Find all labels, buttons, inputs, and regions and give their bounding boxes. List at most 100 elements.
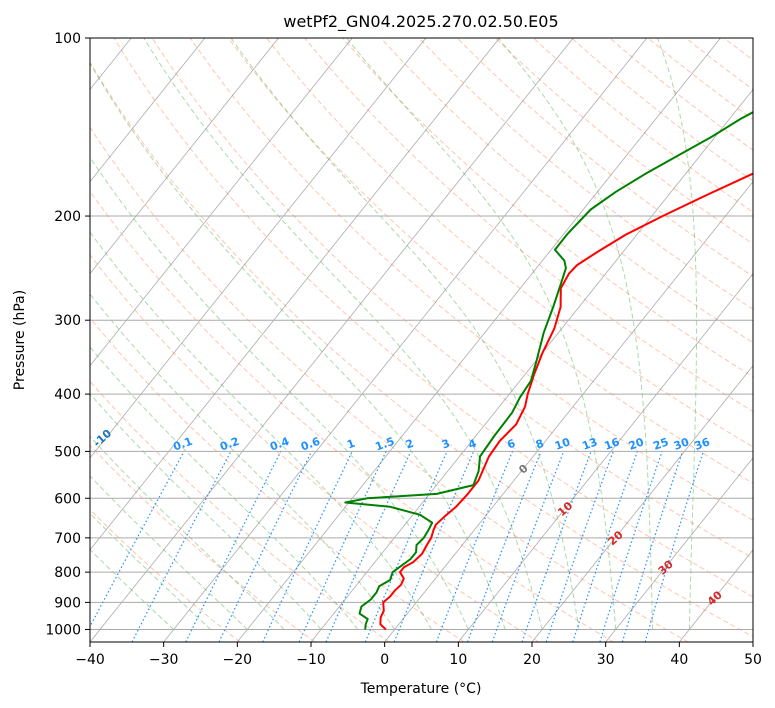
y-tick-label: 800 <box>54 565 81 581</box>
dry-adiabat <box>418 38 753 310</box>
mixing-ratio-line <box>90 451 185 628</box>
mixing-ratio-label: 4 <box>467 437 479 452</box>
moist-adiabat <box>143 38 543 630</box>
moist-adiabat <box>90 475 248 630</box>
isotherm-line <box>679 549 753 642</box>
y-tick-label: 700 <box>54 531 81 547</box>
mixing-ratio-label: 10 <box>553 435 572 453</box>
moist-adiabat <box>497 38 653 630</box>
dewpoint-profile-line <box>344 111 753 630</box>
isotherm-line <box>605 457 753 642</box>
dry-adiabat <box>90 380 390 642</box>
isotherm-label: 20 <box>606 528 626 548</box>
x-tick-label: 0 <box>380 652 389 668</box>
dry-adiabat-label: -20 <box>17 410 41 433</box>
mixing-ratio-label: 3 <box>440 437 452 452</box>
x-tick-label: 50 <box>744 652 762 668</box>
moist-adiabat <box>90 393 322 630</box>
mixing-ratio-line <box>572 451 638 642</box>
y-tick-label: 400 <box>54 387 81 403</box>
isotherm-line <box>163 38 648 642</box>
dry-adiabat <box>494 38 753 245</box>
axes: −40 −30 −20 −10 0 10 20 30 40 50 1000 900 800 700 600 5… <box>45 31 762 668</box>
y-tick-label: 200 <box>54 209 81 225</box>
isotherm-line <box>384 180 753 642</box>
moist-adiabat <box>346 38 617 630</box>
dry-adiabat <box>609 38 753 151</box>
moist-adiabat <box>90 293 396 630</box>
dry-adiabat <box>380 38 753 344</box>
mixing-ratio-label: 1.5 <box>373 435 396 454</box>
isotherm-line <box>0 38 58 642</box>
mixing-ratio-label: 20 <box>627 435 646 453</box>
isotherm-line <box>90 38 500 551</box>
dry-adiabat <box>189 38 753 521</box>
dry-adiabat <box>113 38 753 598</box>
mixing-ratio-label: 0.4 <box>268 435 291 454</box>
isotherm-label: 40 <box>705 588 725 608</box>
x-tick-label: −40 <box>75 652 105 668</box>
mixing-ratio-line <box>521 451 592 642</box>
mixing-ratio-line <box>364 451 448 642</box>
dry-adiabat <box>762 38 775 642</box>
mixing-ratio-line <box>466 451 542 642</box>
x-tick-label: 20 <box>523 652 541 668</box>
mixing-ratio-line <box>644 451 704 642</box>
isotherm-line <box>310 88 753 642</box>
isotherm-line <box>90 38 353 367</box>
mixing-ratio-line <box>621 451 684 642</box>
mixing-ratio-line <box>131 451 232 642</box>
isotherm-line <box>90 38 574 642</box>
background-lines <box>0 38 775 642</box>
mixing-ratio-label: 30 <box>672 435 691 453</box>
x-tick-label: −30 <box>149 652 179 668</box>
dry-adiabat <box>647 38 753 121</box>
dry-adiabat <box>342 38 753 378</box>
plot-frame <box>89 37 754 643</box>
y-tick-label: 600 <box>54 491 81 507</box>
mixing-ratio-label: 0.6 <box>299 435 322 454</box>
isotherm-line <box>531 365 753 642</box>
mixing-ratio-label: 13 <box>580 435 599 452</box>
mixing-ratio-label: 25 <box>651 435 670 452</box>
isotherm-line <box>458 273 753 642</box>
mixing-ratio-line <box>393 451 475 642</box>
x-tick-label: 10 <box>449 652 467 668</box>
line-labels: 0.10.20.40.611.52346810131620253036-100-… <box>17 410 725 609</box>
mixing-ratio-label: 0.2 <box>218 435 241 454</box>
isotherm-line <box>90 38 206 183</box>
mixing-ratio-line <box>491 451 565 642</box>
chart-title: wetPf2_GN04.2025.270.02.50.E05 <box>283 12 558 32</box>
y-tick-label: 1000 <box>45 622 81 638</box>
x-tick-label: 40 <box>670 652 688 668</box>
x-axis-label: Temperature (°C) <box>360 681 482 697</box>
dry-adiabat <box>90 126 689 642</box>
dry-adiabat <box>90 190 614 642</box>
dry-adiabat <box>533 38 753 213</box>
mixing-ratio-line <box>218 451 313 642</box>
x-tick-label: 30 <box>597 652 615 668</box>
isotherm-line <box>752 641 753 642</box>
isotherm-line <box>90 38 427 459</box>
moist-adiabat <box>90 512 211 630</box>
dry-adiabat <box>90 317 465 642</box>
mixing-ratio-label: 36 <box>693 435 712 453</box>
profile-series <box>344 111 753 631</box>
moist-adiabat <box>90 346 359 630</box>
y-axis-label: Pressure (hPa) <box>12 290 28 390</box>
dry-adiabat <box>90 508 241 642</box>
dry-adiabat <box>685 38 753 91</box>
dry-adiabat <box>90 254 540 642</box>
x-tick-label: −10 <box>296 652 326 668</box>
mixing-ratio-line <box>262 451 353 642</box>
mixing-ratio-line <box>599 451 663 642</box>
mixing-ratio-label: 1 <box>345 437 357 452</box>
y-tick-label: 300 <box>54 313 81 329</box>
mixing-ratio-label: 6 <box>505 437 517 452</box>
dry-adiabat <box>266 38 753 448</box>
y-tick-label: 500 <box>54 444 81 460</box>
moist-adiabat <box>90 156 469 630</box>
moist-adiabat <box>230 38 580 630</box>
mixing-ratio-line <box>185 451 282 642</box>
